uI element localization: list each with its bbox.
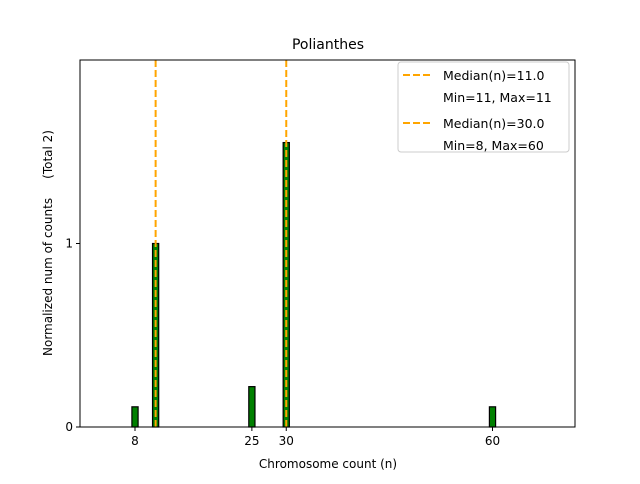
x-tick-label: 60 bbox=[485, 434, 500, 448]
x-axis-label: Chromosome count (n) bbox=[259, 457, 397, 471]
plot-area bbox=[80, 60, 497, 428]
legend: Median(n)=11.0 Min=11, Max=11 Median(n)=30… bbox=[397, 61, 570, 153]
y-tick-label: 0 bbox=[65, 420, 73, 434]
legend-sublabel: Min=8, Max=60 bbox=[443, 138, 544, 153]
x-tick-label: 25 bbox=[244, 434, 259, 448]
bar-1-0 bbox=[131, 406, 139, 428]
x-tick-label: 8 bbox=[131, 434, 139, 448]
legend-label: Median(n)=30.0 bbox=[443, 116, 544, 131]
bar-1-3 bbox=[488, 406, 497, 428]
y-axis-label: Normalized num of counts (Total 2) bbox=[41, 130, 55, 356]
x-tick-label: 30 bbox=[279, 434, 294, 448]
legend-frame bbox=[397, 61, 570, 153]
y-tick-label: 1 bbox=[65, 237, 73, 251]
bar-1-1 bbox=[248, 386, 256, 428]
legend-label: Median(n)=11.0 bbox=[443, 68, 544, 83]
chart-title: Polianthes bbox=[292, 37, 364, 53]
legend-sublabel: Min=11, Max=11 bbox=[443, 90, 552, 105]
